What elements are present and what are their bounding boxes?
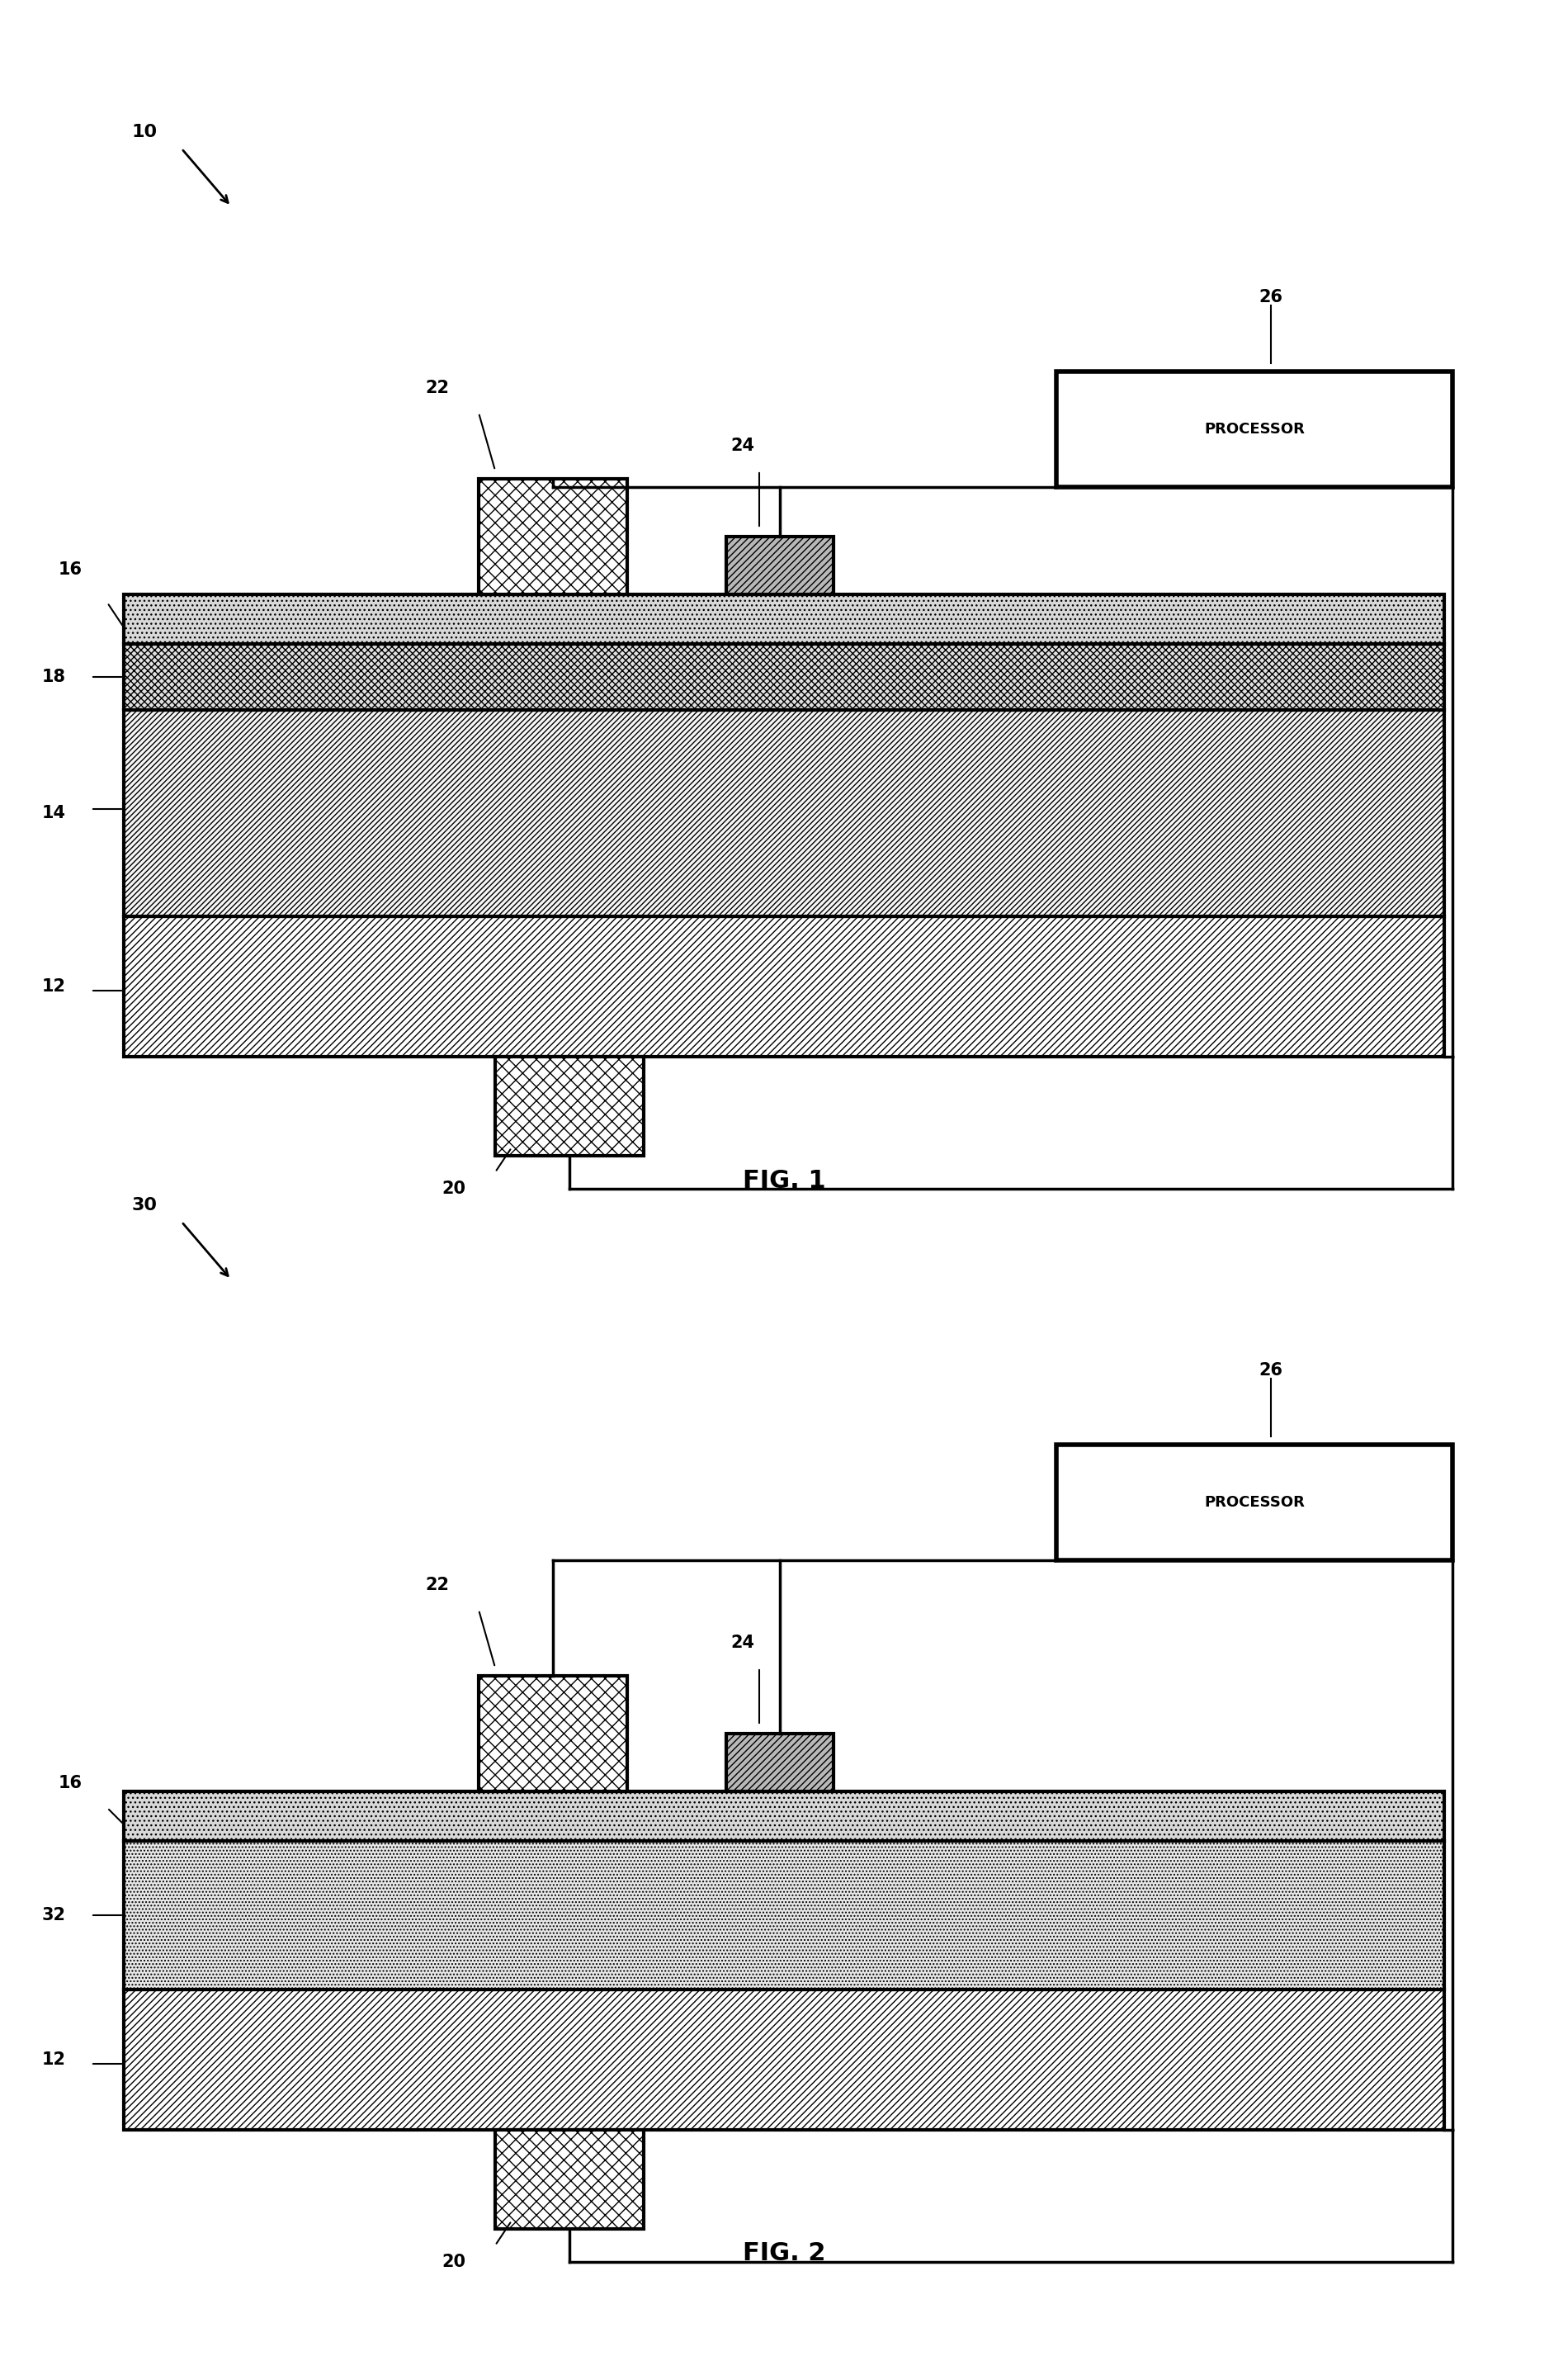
Bar (124, 1842, 1444, 1990)
Text: 12: 12 (42, 977, 66, 994)
Text: 24: 24 (731, 437, 754, 453)
Text: FIG. 1: FIG. 1 (743, 1169, 825, 1192)
Text: 12: 12 (42, 2052, 66, 2068)
Text: 30: 30 (132, 1197, 158, 1214)
Text: 26: 26 (1259, 288, 1283, 305)
Text: 18: 18 (42, 668, 66, 685)
Bar (495, 2130, 644, 2229)
Bar (1057, 371, 1452, 486)
Text: 24: 24 (731, 1634, 754, 1650)
Bar (124, 916, 1444, 1058)
Bar (124, 1990, 1444, 2130)
Bar (478, 479, 627, 595)
Text: 22: 22 (425, 1577, 450, 1594)
Bar (124, 645, 1444, 711)
Text: PROCESSOR: PROCESSOR (1204, 1495, 1305, 1511)
Bar (478, 1676, 627, 1792)
Bar (726, 1733, 834, 1792)
Text: 16: 16 (58, 562, 83, 578)
Bar (726, 536, 834, 595)
Text: 32: 32 (42, 1908, 66, 1924)
Bar (495, 1058, 644, 1157)
Text: 20: 20 (442, 1180, 466, 1197)
Text: 16: 16 (58, 1775, 83, 1792)
Text: 14: 14 (42, 805, 66, 822)
Text: 20: 20 (442, 2255, 466, 2271)
Text: 10: 10 (132, 123, 158, 139)
Bar (124, 595, 1444, 645)
Bar (124, 711, 1444, 916)
Text: 22: 22 (425, 380, 450, 397)
Bar (1057, 1445, 1452, 1561)
Text: FIG. 2: FIG. 2 (743, 2241, 825, 2267)
Text: PROCESSOR: PROCESSOR (1204, 423, 1305, 437)
Text: 26: 26 (1259, 1362, 1283, 1379)
Bar (124, 1792, 1444, 1842)
